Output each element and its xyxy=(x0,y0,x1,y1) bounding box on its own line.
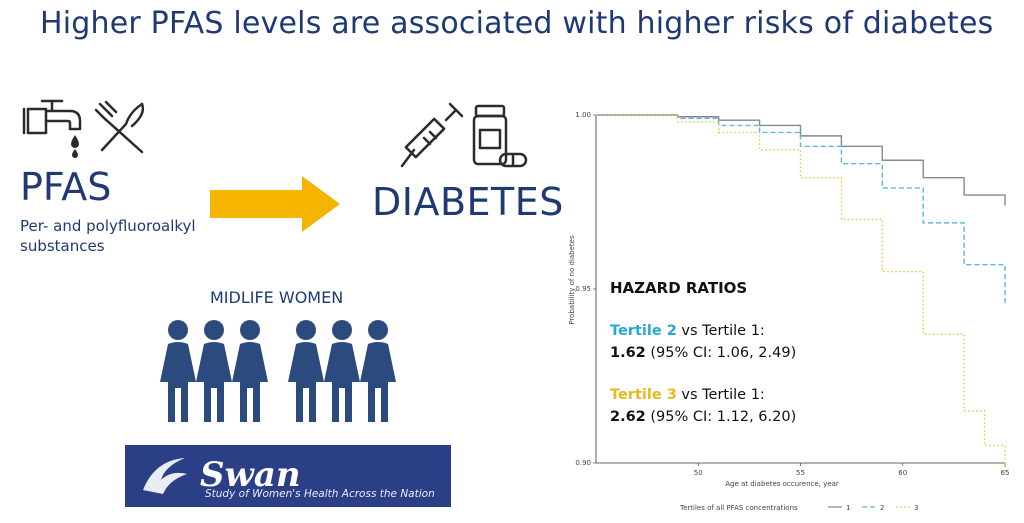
tertile-2-vs: vs Tertile 1: xyxy=(676,323,765,339)
chart-series-2-line xyxy=(596,114,1006,303)
women-group-icon xyxy=(160,320,396,422)
chart-y-tick-label: 0.90 xyxy=(575,459,591,467)
chart-x-tick-label: 50 xyxy=(694,469,703,477)
tertile-2-label: Tertile 2 xyxy=(610,323,677,339)
right-arrow-icon xyxy=(210,176,340,232)
slide-title: Higher PFAS levels are associated with h… xyxy=(40,6,994,41)
hazard-ratios-heading: HAZARD RATIOS xyxy=(610,279,748,297)
faucet-icon xyxy=(22,99,82,158)
tertile-2-hr-value: 1.62 xyxy=(610,345,646,361)
midlife-women-label: MIDLIFE WOMEN xyxy=(210,288,344,307)
tertile-3-hr-value: 2.62 xyxy=(610,409,646,425)
chart-legend-label-1: 1 xyxy=(846,504,850,512)
tertile-3-vs: vs Tertile 1: xyxy=(676,387,765,403)
tertile-3-label: Tertile 3 xyxy=(610,387,677,403)
chart-axes: 50 55 60 65 1.00 0.95 0.90 xyxy=(575,111,1009,477)
fork-knife-icon xyxy=(94,100,145,154)
survival-chart: 50 55 60 65 1.00 0.95 0.90 Probability of no d… xyxy=(568,111,1009,512)
chart-series xyxy=(596,114,1006,474)
chart-x-axis-label: Age at diabetes occurence, year xyxy=(725,480,839,488)
tertile-2-comparison: Tertile 2 vs Tertile 1: xyxy=(610,323,765,339)
pfas-subtitle: Per- and polyfluoroalkyl substances xyxy=(20,217,196,255)
chart-legend-title: Tertiles of all PFAS concentrations xyxy=(679,504,798,512)
chart-x-tick-label: 65 xyxy=(1001,469,1010,477)
syringe-icon xyxy=(400,102,464,168)
chart-series-1-line xyxy=(596,114,1006,206)
chart-y-tick-label: 1.00 xyxy=(575,111,591,119)
tertile-3-comparison: Tertile 3 vs Tertile 1: xyxy=(610,387,765,403)
chart-x-tick-label: 60 xyxy=(898,469,907,477)
chart-x-tick-label: 55 xyxy=(796,469,805,477)
chart-y-axis-label: Probability of no diabetes xyxy=(568,235,576,325)
chart-legend-label-3: 3 xyxy=(914,504,918,512)
chart-legend: Tertiles of all PFAS concentrations 1 2 3 xyxy=(679,504,918,512)
pill-bottle-icon xyxy=(472,104,528,168)
diabetes-heading: DIABETES xyxy=(372,180,564,224)
chart-legend-label-2: 2 xyxy=(880,504,884,512)
pfas-heading: PFAS xyxy=(20,165,112,209)
swan-logo-name: Swan xyxy=(200,455,301,495)
tertile-3-result: 2.62 (95% CI: 1.12, 6.20) xyxy=(610,409,796,425)
tertile-2-result: 1.62 (95% CI: 1.06, 2.49) xyxy=(610,345,796,361)
tertile-3-ci: (95% CI: 1.12, 6.20) xyxy=(645,409,797,425)
chart-series-3-line xyxy=(596,114,1006,474)
chart-y-tick-label: 0.95 xyxy=(575,285,591,293)
tertile-2-ci: (95% CI: 1.06, 2.49) xyxy=(645,345,797,361)
swan-bird-icon xyxy=(143,458,187,494)
swan-logo-tagline: Study of Women's Health Across the Natio… xyxy=(205,488,435,500)
